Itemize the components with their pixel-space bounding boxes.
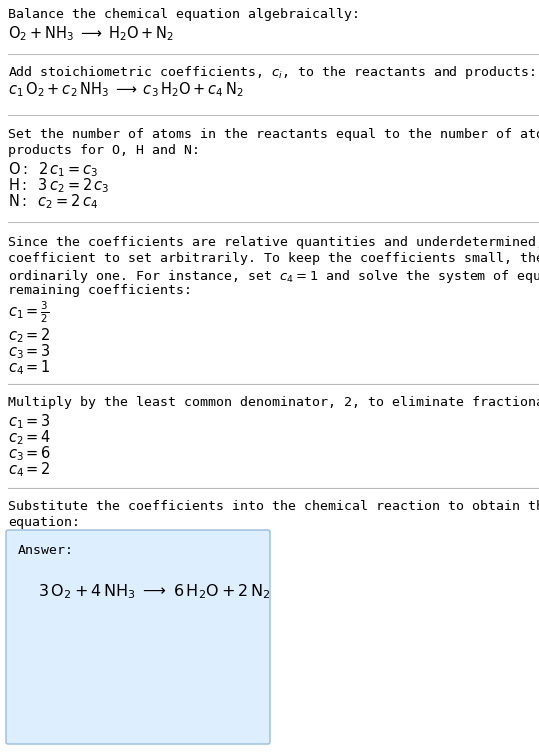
- Text: ordinarily one. For instance, set $c_4 = 1$ and solve the system of equations fo: ordinarily one. For instance, set $c_4 =…: [8, 268, 539, 285]
- Text: $c_4 = 1$: $c_4 = 1$: [8, 358, 51, 377]
- Text: $\mathrm{O_2 + NH_3 \;\longrightarrow\; H_2O + N_2}$: $\mathrm{O_2 + NH_3 \;\longrightarrow\; …: [8, 24, 174, 43]
- Text: $\mathrm{H:}\;\;3\,c_2 = 2\,c_3$: $\mathrm{H:}\;\;3\,c_2 = 2\,c_3$: [8, 176, 109, 195]
- Text: $c_1\,\mathrm{O_2} + c_2\,\mathrm{NH_3} \;\longrightarrow\; c_3\,\mathrm{H_2O} +: $c_1\,\mathrm{O_2} + c_2\,\mathrm{NH_3} …: [8, 80, 244, 99]
- Text: remaining coefficients:: remaining coefficients:: [8, 284, 192, 297]
- Text: $3\,\mathrm{O_2} + 4\,\mathrm{NH_3} \;\longrightarrow\; 6\,\mathrm{H_2O} + 2\,\m: $3\,\mathrm{O_2} + 4\,\mathrm{NH_3} \;\l…: [38, 582, 271, 601]
- Text: Since the coefficients are relative quantities and underdetermined, choose a: Since the coefficients are relative quan…: [8, 236, 539, 249]
- Text: $\mathrm{O:}\;\;2\,c_1 = c_3$: $\mathrm{O:}\;\;2\,c_1 = c_3$: [8, 160, 98, 179]
- Text: $c_1 = \frac{3}{2}$: $c_1 = \frac{3}{2}$: [8, 300, 50, 326]
- Text: Answer:: Answer:: [18, 544, 74, 557]
- Text: Substitute the coefficients into the chemical reaction to obtain the balanced: Substitute the coefficients into the che…: [8, 500, 539, 513]
- Text: Set the number of atoms in the reactants equal to the number of atoms in the: Set the number of atoms in the reactants…: [8, 128, 539, 141]
- Text: Balance the chemical equation algebraically:: Balance the chemical equation algebraica…: [8, 8, 360, 21]
- Text: $c_3 = 3$: $c_3 = 3$: [8, 342, 51, 361]
- Text: $c_1 = 3$: $c_1 = 3$: [8, 412, 51, 431]
- Text: $c_2 = 2$: $c_2 = 2$: [8, 326, 51, 344]
- Text: Multiply by the least common denominator, 2, to eliminate fractional coefficient: Multiply by the least common denominator…: [8, 396, 539, 409]
- FancyBboxPatch shape: [6, 530, 270, 744]
- Text: $\mathrm{N:}\;\;c_2 = 2\,c_4$: $\mathrm{N:}\;\;c_2 = 2\,c_4$: [8, 192, 98, 211]
- Text: $c_3 = 6$: $c_3 = 6$: [8, 444, 51, 462]
- Text: products for O, H and N:: products for O, H and N:: [8, 144, 200, 157]
- Text: coefficient to set arbitrarily. To keep the coefficients small, the arbitrary va: coefficient to set arbitrarily. To keep …: [8, 252, 539, 265]
- Text: $c_4 = 2$: $c_4 = 2$: [8, 460, 51, 479]
- Text: equation:: equation:: [8, 516, 80, 529]
- Text: Add stoichiometric coefficients, $c_i$, to the reactants and products:: Add stoichiometric coefficients, $c_i$, …: [8, 64, 536, 81]
- Text: $c_2 = 4$: $c_2 = 4$: [8, 428, 51, 447]
